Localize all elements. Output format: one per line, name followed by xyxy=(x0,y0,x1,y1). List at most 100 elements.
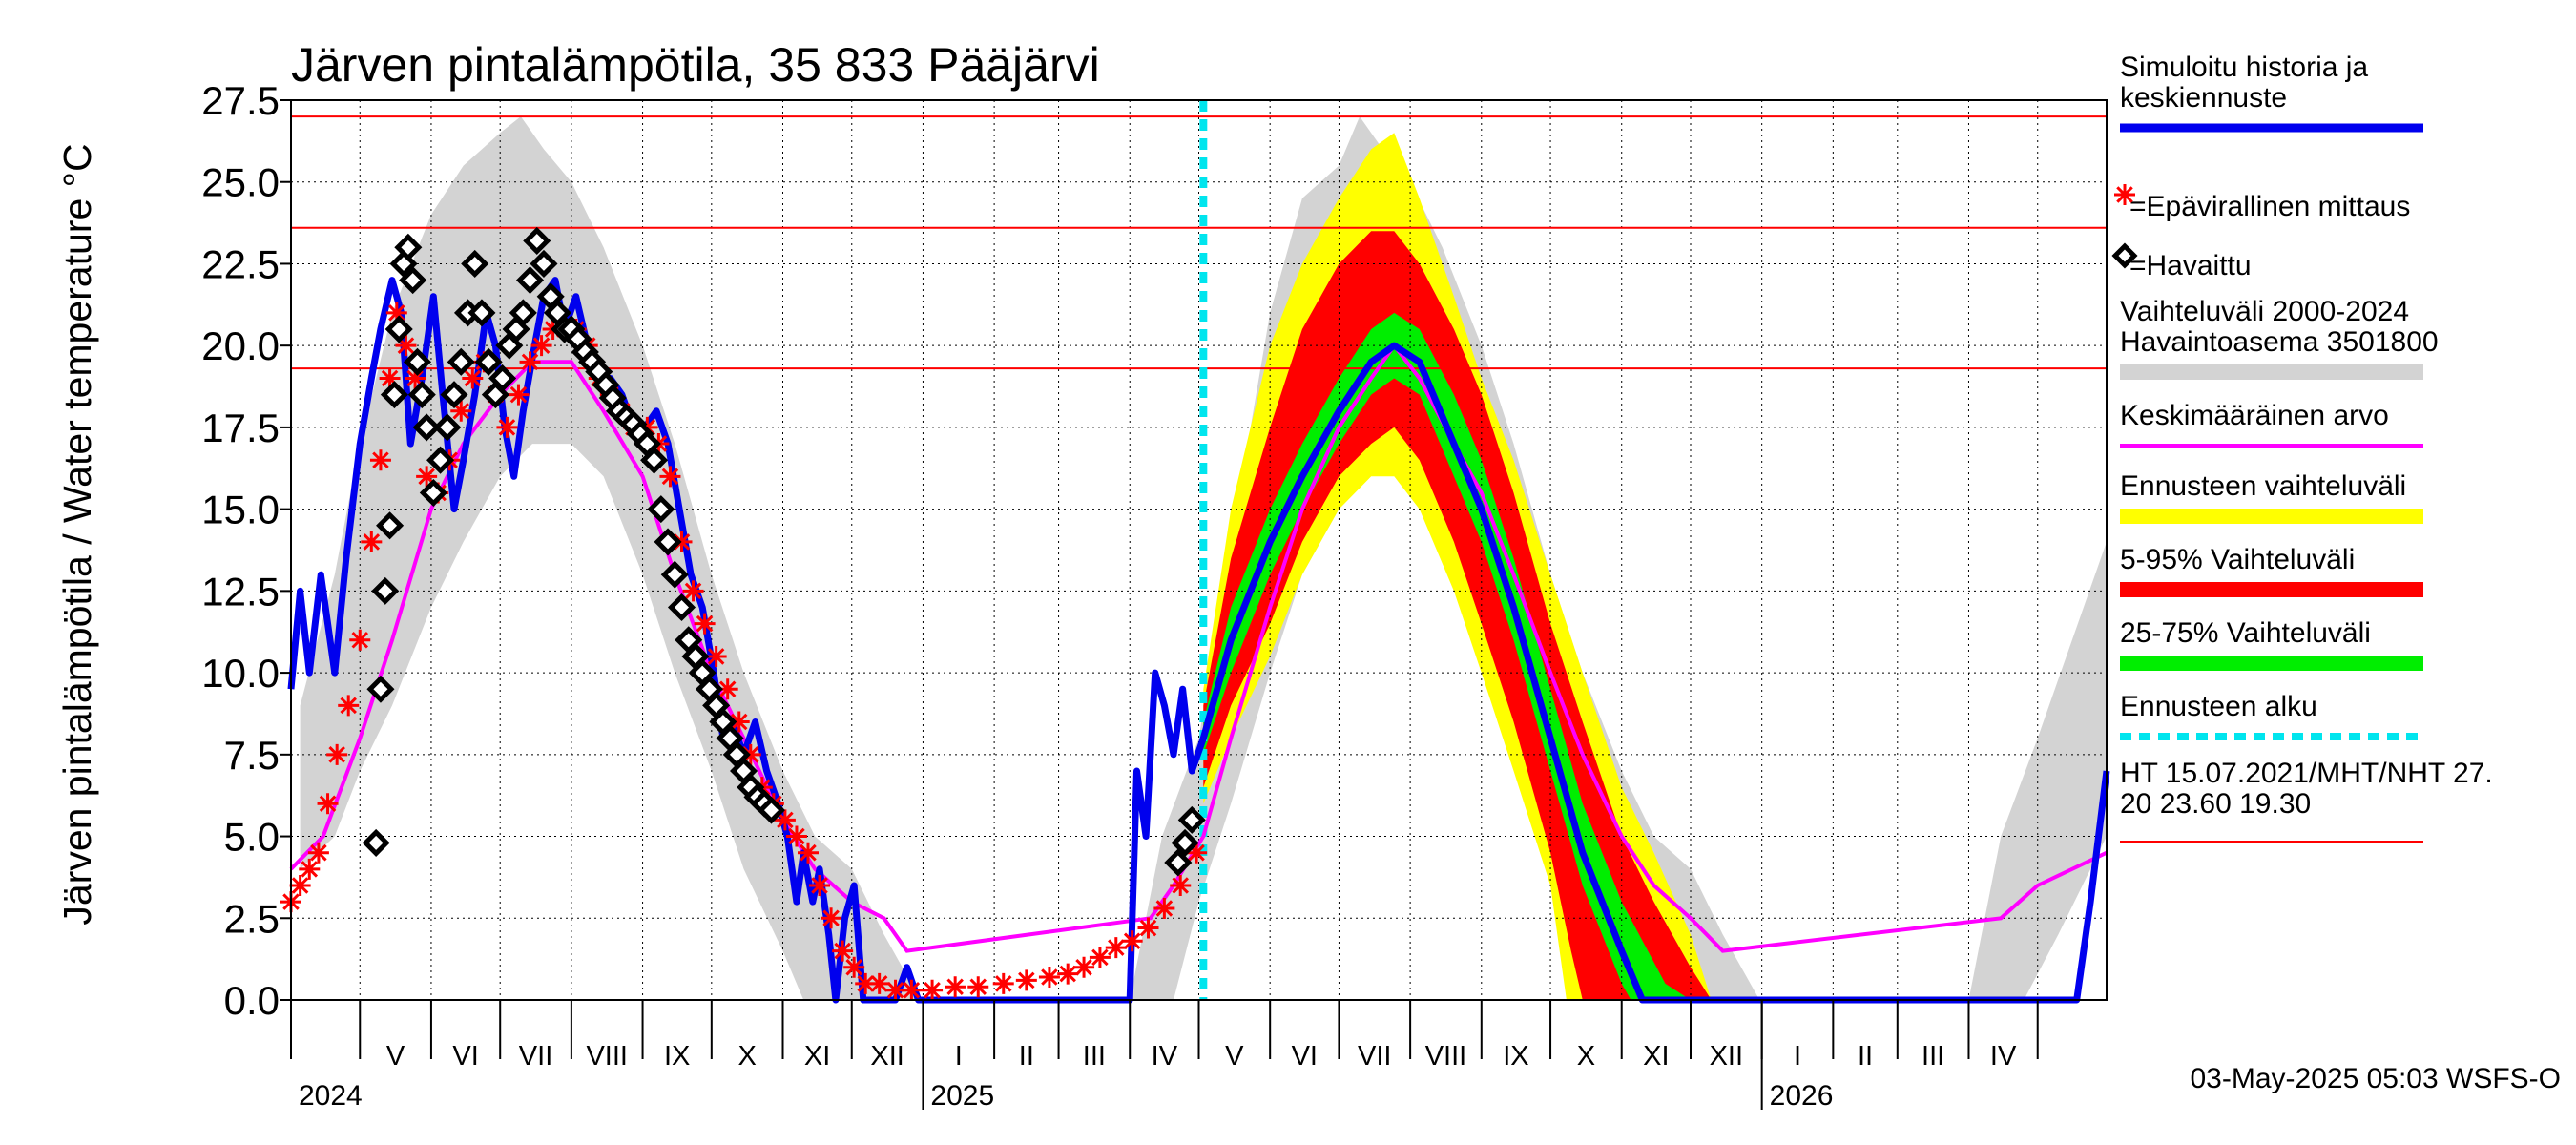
observed-marker xyxy=(488,364,517,393)
legend-label: Vaihteluväli 2000-2024 xyxy=(2120,296,2409,327)
month-label: IV xyxy=(1152,1041,1178,1072)
observed-marker xyxy=(640,446,669,474)
chart-title: Järven pintalämpötila, 35 833 Pääjärvi xyxy=(291,38,1100,92)
legend-swatch-unofficial xyxy=(2114,184,2135,205)
observed-marker xyxy=(509,299,537,327)
month-label: VII xyxy=(1358,1041,1391,1072)
observed-marker xyxy=(371,576,400,605)
month-label: I xyxy=(955,1041,963,1072)
unofficial-measurement-marker xyxy=(385,302,407,323)
y-tick-label: 22.5 xyxy=(201,241,280,286)
unofficial-measurement-marker xyxy=(967,976,989,998)
footer-timestamp: 03-May-2025 05:03 WSFS-O xyxy=(2191,1063,2562,1094)
unofficial-measurement-marker xyxy=(855,972,877,994)
month-label: V xyxy=(1225,1041,1244,1072)
observed-marker xyxy=(1164,848,1193,877)
observed-marker xyxy=(412,413,441,442)
unofficial-measurement-marker xyxy=(682,580,704,602)
unofficial-measurement-marker xyxy=(289,874,311,896)
unofficial-measurement-marker xyxy=(338,695,360,717)
observed-marker xyxy=(399,266,427,295)
y-tick-label: 15.0 xyxy=(201,488,280,532)
unofficial-measurement-marker xyxy=(797,842,819,864)
unofficial-measurement-marker xyxy=(868,972,890,994)
observed-marker xyxy=(647,495,675,524)
year-label: 2024 xyxy=(299,1080,363,1112)
unofficial-measurement-marker xyxy=(922,979,944,1001)
unofficial-measurement-marker xyxy=(361,531,383,552)
unofficial-measurement-marker xyxy=(1038,967,1060,988)
range-25-75-band xyxy=(1203,312,1691,1000)
legend-label: =Havaittu xyxy=(2129,250,2252,281)
observed-marker xyxy=(376,511,405,540)
unofficial-measurement-marker xyxy=(299,858,321,880)
month-label: II xyxy=(1858,1041,1873,1072)
legend-label: Keskimääräinen arvo xyxy=(2120,400,2389,431)
legend-label: Ennusteen alku xyxy=(2120,691,2317,722)
unofficial-measurement-marker xyxy=(508,384,530,406)
observed-marker xyxy=(440,381,468,409)
legend-label: =Epävirallinen mittaus xyxy=(2129,191,2410,222)
observed-marker xyxy=(654,528,682,556)
unofficial-measurement-marker xyxy=(717,678,738,700)
observed-marker xyxy=(419,478,447,508)
unofficial-measurement-marker xyxy=(884,979,906,1001)
month-label: III xyxy=(1922,1041,1944,1072)
month-label: X xyxy=(1577,1041,1595,1072)
grid-lines xyxy=(291,99,2107,1001)
unofficial-measurement-marker xyxy=(774,809,796,831)
observed-marker xyxy=(403,347,432,376)
legend-swatch-observed xyxy=(2111,242,2138,269)
legend-label: 5-95% Vaihteluväli xyxy=(2120,544,2355,575)
unofficial-measurement-marker xyxy=(1153,897,1175,919)
unofficial-measurement-marker xyxy=(809,874,831,896)
month-label: XII xyxy=(1710,1041,1743,1072)
observed-marker xyxy=(530,249,558,278)
unofficial-measurement-marker xyxy=(901,979,923,1001)
legend-label: 25-75% Vaihteluväli xyxy=(2120,617,2371,649)
y-tick-label: 10.0 xyxy=(201,651,280,696)
unofficial-measurement-marker xyxy=(1105,937,1127,959)
unofficial-measurement-marker xyxy=(843,956,865,978)
unofficial-measurement-marker xyxy=(317,793,339,815)
unofficial-measurement-marker xyxy=(1137,917,1159,939)
observed-marker xyxy=(447,347,475,376)
unofficial-measurement-marker xyxy=(832,940,854,962)
month-label: VIII xyxy=(586,1041,628,1072)
observed-marker xyxy=(394,233,423,261)
observed-marker xyxy=(523,226,551,255)
unofficial-measurement-marker xyxy=(349,629,371,651)
unofficial-measurement-marker xyxy=(1186,842,1208,864)
observed-marker xyxy=(433,413,462,442)
unofficial-measurement-marker xyxy=(405,367,426,389)
observed-marker xyxy=(1171,828,1199,857)
observed-marker xyxy=(474,347,503,376)
y-tick-label: 17.5 xyxy=(201,406,280,450)
month-label: I xyxy=(1794,1041,1801,1072)
unofficial-measurement-marker xyxy=(1057,963,1079,985)
year-label: 2025 xyxy=(930,1080,994,1112)
unofficial-measurement-marker xyxy=(694,613,716,635)
observed-marker xyxy=(366,675,395,703)
unofficial-measurement-marker xyxy=(462,367,484,389)
y-tick-label: 2.5 xyxy=(224,896,280,941)
y-tick-label: 25.0 xyxy=(201,160,280,205)
unofficial-measurement-marker xyxy=(519,351,541,373)
observed-marker xyxy=(667,593,696,622)
unofficial-measurement-marker xyxy=(450,400,472,422)
legend-label: Havaintoasema 3501800 xyxy=(2120,326,2439,358)
year-label: 2026 xyxy=(1770,1080,1834,1112)
unofficial-measurement-marker xyxy=(395,335,417,357)
y-tick-label: 7.5 xyxy=(224,733,280,778)
month-label: VIII xyxy=(1425,1041,1467,1072)
unofficial-measurement-marker xyxy=(1121,930,1143,952)
unofficial-measurement-marker xyxy=(326,743,348,765)
unofficial-measurement-marker xyxy=(369,449,391,471)
legend-label: keskiennuste xyxy=(2120,82,2287,114)
month-label: II xyxy=(1019,1041,1034,1072)
y-tick-label: 5.0 xyxy=(224,815,280,860)
unofficial-measurement-marker xyxy=(530,335,552,357)
observed-marker xyxy=(362,828,390,857)
month-label: XI xyxy=(1643,1041,1669,1072)
